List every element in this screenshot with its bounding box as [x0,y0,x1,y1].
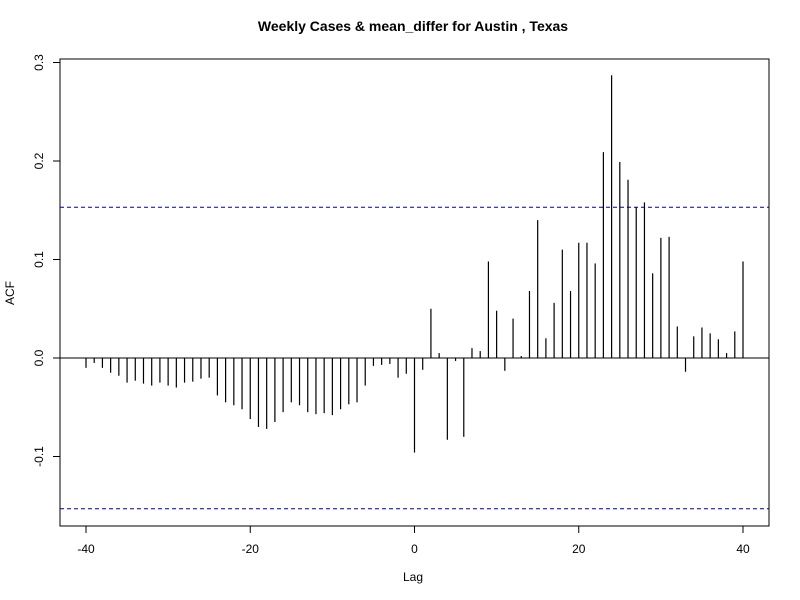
y-tick-label: 0.1 [32,251,46,268]
y-tick-label: -0.1 [32,446,46,467]
y-tick-label: 0.3 [32,54,46,71]
plot-frame [59,58,770,527]
y-axis: -0.1 0.0 0.1 0.2 0.3 [32,54,60,467]
x-tick-label: -40 [77,542,95,556]
y-tick-label: 0.2 [32,152,46,169]
x-tick-label: 40 [736,542,750,556]
x-axis: -40 -20 0 20 40 [77,526,750,556]
x-tick-label: -20 [242,542,260,556]
x-tick-label: 20 [572,542,586,556]
x-axis-label: Lag [403,570,423,584]
x-tick-label: 0 [411,542,418,556]
chart-title: Weekly Cases & mean_differ for Austin , … [258,18,568,34]
y-axis-label: ACF [3,281,17,305]
acf-bars [60,75,769,510]
y-tick-label: 0.0 [32,349,46,366]
